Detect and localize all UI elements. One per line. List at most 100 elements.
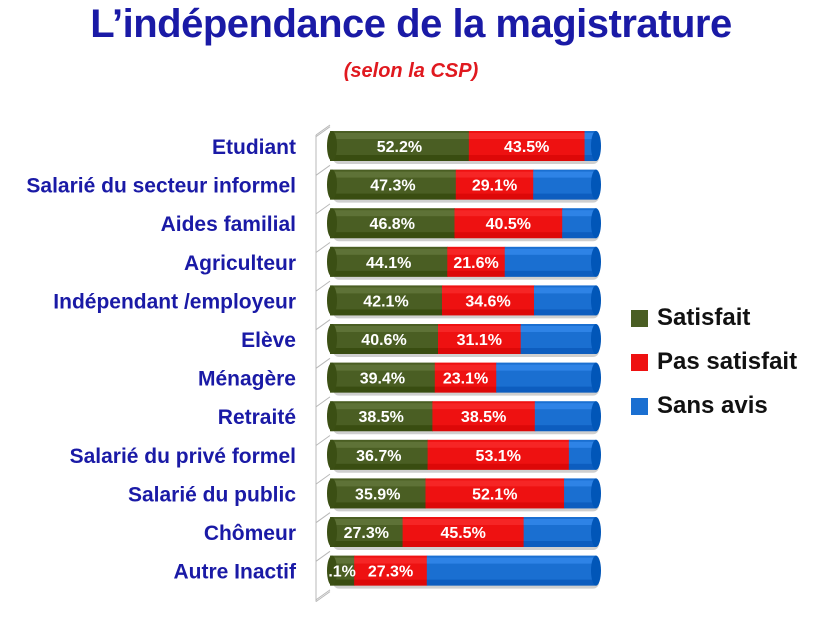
bar-left-cap (327, 246, 337, 277)
bar-lowlight (330, 579, 355, 586)
data-label: .1% (328, 564, 356, 581)
bar-right-cap (591, 478, 601, 509)
data-label: 34.6% (465, 293, 510, 310)
axis-tick (315, 589, 331, 601)
bar-highlight (432, 403, 536, 410)
bar-highlight (534, 287, 597, 294)
bar-lowlight (496, 386, 597, 393)
chart-title: L’indépendance de la magistrature (90, 2, 732, 46)
category-label: Salarié du privé formel (70, 445, 296, 468)
category-label: Retraité (218, 406, 296, 429)
bar-left-cap (327, 439, 337, 470)
bar-highlight (562, 210, 597, 217)
legend-label-satisfait: Satisfait (657, 304, 751, 331)
data-label: 44.1% (366, 255, 411, 272)
bar-left-cap (327, 131, 337, 161)
data-label: 39.4% (360, 371, 405, 388)
legend-item-satisfait: Satisfait (631, 296, 797, 340)
bar-highlight (523, 519, 597, 525)
category-label: Aides familial (161, 213, 296, 236)
bar-highlight (584, 133, 597, 139)
bar-segment (584, 131, 597, 161)
bar-highlight (564, 480, 597, 487)
bar-lowlight (568, 463, 597, 470)
bar-lowlight (434, 386, 497, 393)
axis-tick (315, 396, 331, 408)
bar-right-cap (591, 362, 601, 393)
axis-bottom-edge (315, 591, 331, 603)
bar-highlight (330, 364, 436, 371)
bar-lowlight (426, 579, 597, 586)
bar-highlight (520, 326, 597, 332)
data-label: 47.3% (370, 178, 415, 195)
axis-tick (315, 319, 331, 331)
bar-highlight (447, 248, 506, 255)
bar-highlight (330, 210, 455, 217)
bar-highlight (568, 441, 597, 448)
data-label: 21.6% (453, 255, 498, 272)
legend-label-pas-satisfait: Pas satisfait (657, 348, 798, 375)
axis-tick (315, 435, 331, 446)
legend-item-sans-avis: Sans avis (631, 384, 797, 428)
bar-left-cap (327, 324, 337, 354)
bar-lowlight (402, 541, 525, 547)
legend-swatch-pas-satisfait (631, 353, 648, 371)
bar-highlight (330, 519, 404, 525)
bar-highlight (533, 171, 597, 178)
bar-highlight (534, 403, 597, 410)
bar-highlight (402, 519, 525, 525)
bar-left-cap (327, 478, 337, 509)
bar-lowlight (504, 270, 597, 277)
bar-lowlight (427, 463, 570, 470)
bar-lowlight (432, 425, 536, 432)
bar-highlight (468, 133, 586, 139)
bar-highlight (455, 171, 534, 178)
bar-lowlight (534, 309, 597, 316)
bar-highlight (425, 480, 565, 487)
bar-right-cap (591, 169, 601, 200)
bar-lowlight (330, 193, 457, 200)
bar-right-cap (591, 246, 601, 277)
category-label: Etudiant (212, 136, 296, 159)
axis-tick (315, 280, 331, 292)
category-label: Salarié du public (128, 483, 296, 506)
bar-highlight (454, 210, 563, 217)
bar-lowlight (564, 502, 597, 509)
bar-right-cap (591, 208, 601, 239)
bar-left-cap (327, 555, 337, 586)
axis-tick (315, 512, 331, 524)
data-label: 35.9% (355, 486, 400, 503)
bar-highlight (354, 557, 428, 564)
bar-right-cap (591, 401, 601, 432)
bar-lowlight (447, 270, 506, 277)
bar-left-cap (327, 517, 337, 547)
bar-lowlight (441, 309, 535, 316)
bar-highlight (330, 403, 433, 410)
bar-lowlight (354, 579, 428, 586)
bar-right-cap (591, 555, 601, 586)
category-label: Chômeur (204, 522, 296, 545)
axis-tick (315, 203, 331, 215)
data-label: 27.3% (368, 564, 413, 581)
bar-left-cap (327, 169, 337, 200)
bar-lowlight (330, 502, 426, 509)
bar-lowlight (330, 425, 433, 432)
legend-swatch-satisfait (631, 309, 648, 327)
axis-top-edge (315, 124, 331, 136)
bar-lowlight (330, 309, 443, 316)
data-label: 52.2% (377, 139, 422, 156)
bar-lowlight (330, 348, 439, 354)
bar-lowlight (455, 193, 534, 200)
category-label: Elève (241, 329, 296, 352)
data-label: 45.5% (440, 525, 485, 542)
bar-highlight (441, 287, 535, 294)
data-label: 38.5% (359, 409, 404, 426)
bar-right-cap (591, 131, 601, 161)
data-label: 29.1% (472, 178, 517, 195)
category-label: Ménagère (198, 368, 296, 391)
bar-highlight (330, 248, 448, 255)
bar-lowlight (330, 232, 455, 239)
bar-highlight (330, 441, 429, 448)
data-label: 43.5% (504, 139, 549, 156)
bar-lowlight (534, 425, 597, 432)
